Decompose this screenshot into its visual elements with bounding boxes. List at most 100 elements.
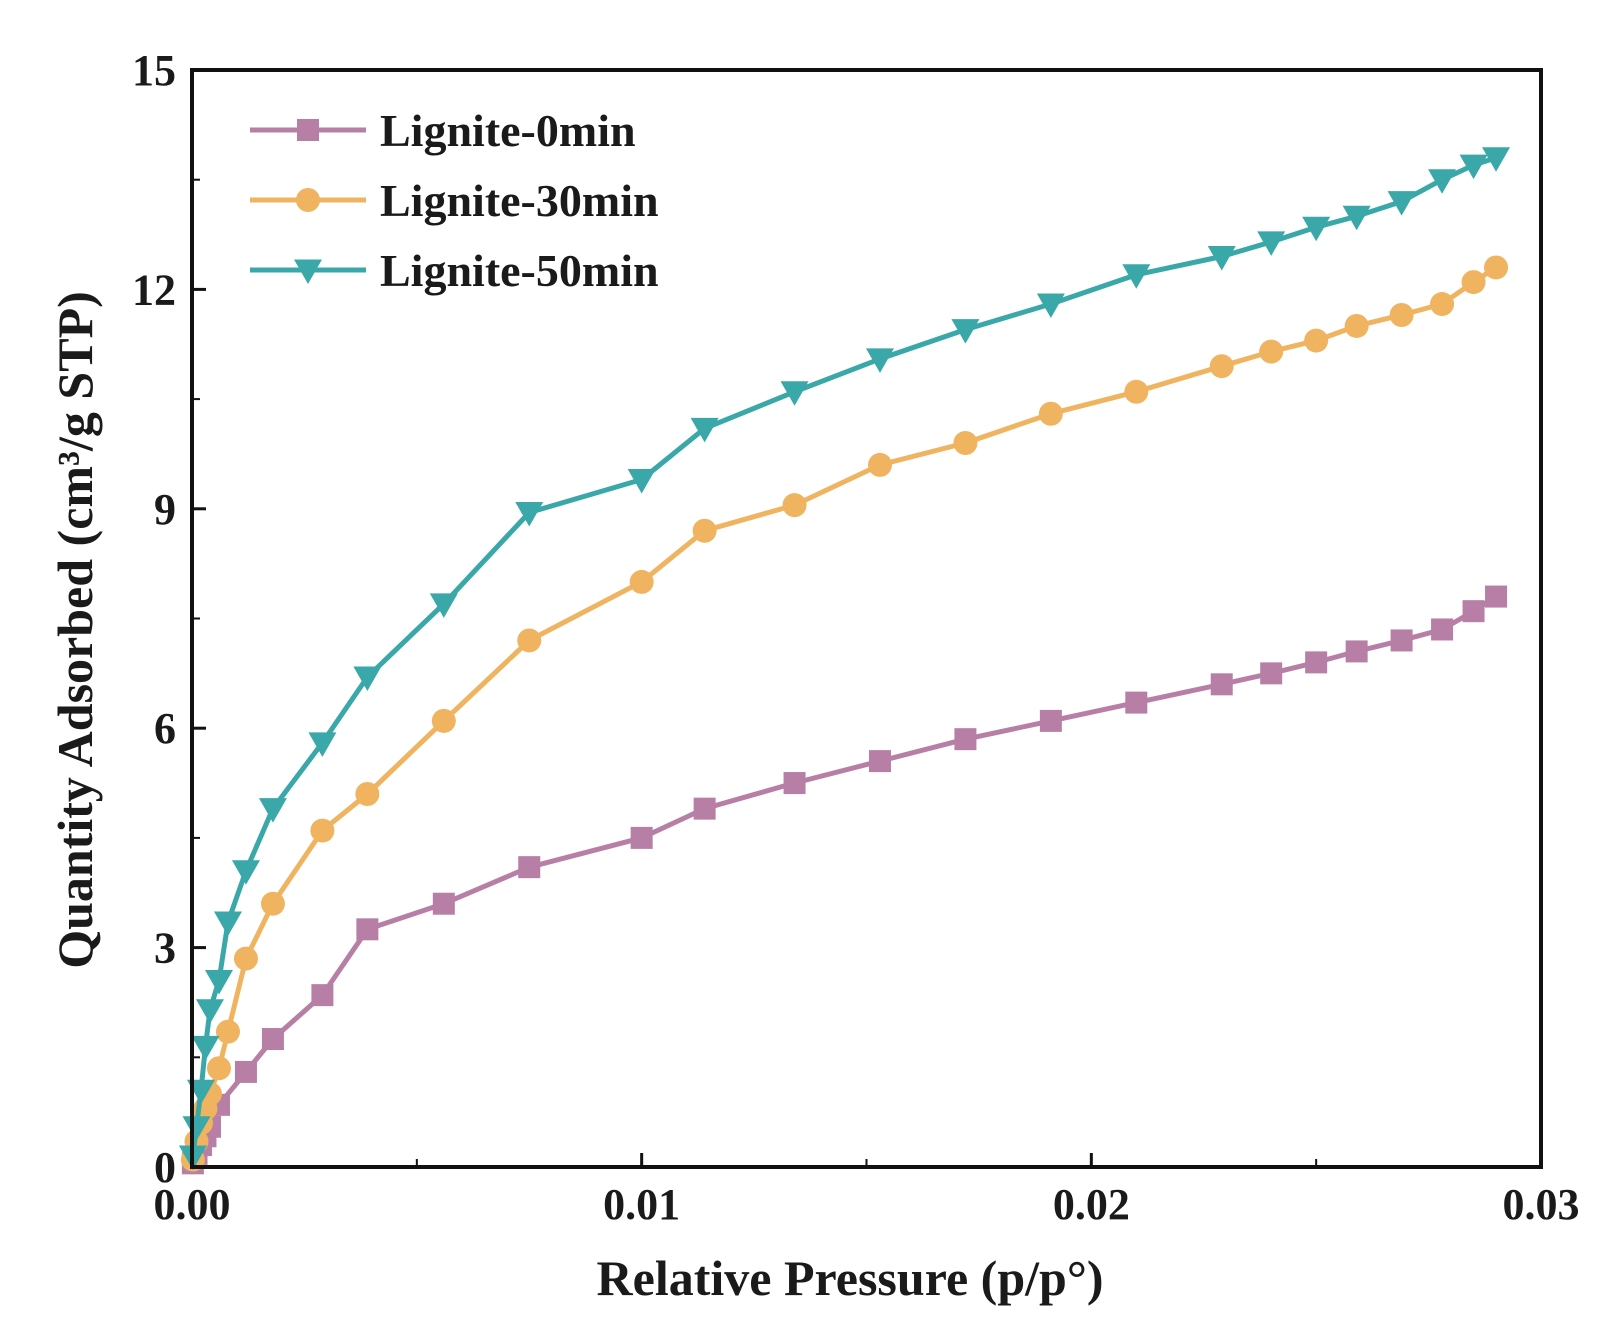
data-point xyxy=(518,856,541,879)
legend-entry-2: Lignite-30min xyxy=(250,175,659,226)
legend-label: Lignite-30min xyxy=(380,175,659,226)
legend-marker xyxy=(294,259,322,284)
legend: Lignite-0min Lignite-30min Lignite-50min xyxy=(250,105,659,296)
data-point xyxy=(1039,709,1062,732)
data-point xyxy=(432,892,455,915)
data-point xyxy=(356,918,379,941)
plot-frame xyxy=(190,68,1543,1169)
data-point xyxy=(258,798,287,823)
data-point xyxy=(261,1028,284,1051)
data-point xyxy=(868,750,891,773)
x-tick-label: 0.00 xyxy=(154,1180,231,1229)
data-point xyxy=(1209,354,1234,379)
data-point xyxy=(1260,662,1283,685)
data-point xyxy=(693,797,716,820)
data-point xyxy=(206,1056,231,1081)
data-point xyxy=(1482,147,1511,172)
y-tick-label: 3 xyxy=(154,924,176,973)
data-point xyxy=(783,772,806,795)
y-tick-label: 15 xyxy=(132,46,176,95)
data-point xyxy=(1430,292,1455,317)
data-point xyxy=(1125,691,1148,714)
series-line xyxy=(190,594,1498,1165)
x-axis-label: Relative Pressure (p/p°) xyxy=(597,1250,1104,1306)
legend-label: Lignite-50min xyxy=(380,245,659,296)
data-point xyxy=(234,1060,257,1083)
data-point xyxy=(195,999,224,1024)
data-point xyxy=(215,1019,240,1044)
series-1 xyxy=(181,585,1508,1175)
data-point xyxy=(260,891,285,916)
legend-marker xyxy=(297,119,319,141)
data-point xyxy=(517,628,542,653)
data-point xyxy=(867,452,892,477)
data-point xyxy=(1124,379,1149,404)
data-point xyxy=(311,984,334,1007)
data-point xyxy=(233,946,258,971)
data-point xyxy=(1461,270,1486,295)
axes: 0.00 0.01 0.02 0.03 0 3 6 9 12 15 xyxy=(132,46,1580,1229)
data-point xyxy=(692,518,717,543)
series-3 xyxy=(178,147,1511,1171)
data-point xyxy=(1210,673,1233,696)
series-2 xyxy=(180,255,1509,1172)
data-point xyxy=(191,1035,220,1061)
data-point xyxy=(1342,205,1371,231)
data-point xyxy=(1462,600,1485,623)
series-line xyxy=(190,265,1498,1161)
x-tick-label: 0.01 xyxy=(603,1180,680,1229)
data-point xyxy=(1257,231,1286,256)
data-point xyxy=(515,501,544,527)
data-point xyxy=(630,826,653,849)
data-point xyxy=(629,569,654,594)
y-axis-label: Quantity Adsorbed (cm³/g STP) xyxy=(47,291,103,969)
x-tick-label: 0.03 xyxy=(1503,1180,1580,1229)
data-point xyxy=(954,728,977,751)
x-tick-label: 0.02 xyxy=(1053,1180,1130,1229)
data-point xyxy=(1428,169,1457,194)
data-point xyxy=(1484,255,1509,280)
y-tick-label: 6 xyxy=(154,704,176,753)
data-point xyxy=(1345,640,1368,663)
data-point xyxy=(204,970,233,995)
legend-entry-3: Lignite-50min xyxy=(250,245,659,296)
data-point xyxy=(951,319,980,344)
legend-marker xyxy=(296,188,320,212)
data-point xyxy=(1122,264,1151,289)
y-tick-label: 12 xyxy=(132,265,176,314)
data-point xyxy=(1259,339,1284,364)
plot-area xyxy=(178,147,1511,1175)
data-point xyxy=(627,469,656,494)
data-point xyxy=(1302,216,1331,242)
data-point xyxy=(780,381,809,406)
data-point xyxy=(1036,293,1065,319)
legend-entry-1: Lignite-0min xyxy=(250,105,636,156)
data-point xyxy=(1304,328,1329,353)
data-point xyxy=(782,493,807,518)
y-tick-label: 9 xyxy=(154,485,176,534)
data-point xyxy=(1344,313,1369,338)
legend-label: Lignite-0min xyxy=(380,105,636,156)
data-point xyxy=(1387,191,1416,216)
data-point xyxy=(1389,302,1414,327)
data-point xyxy=(1038,401,1063,426)
data-point xyxy=(182,1116,211,1141)
series-line xyxy=(190,155,1497,1157)
y-tick-label: 0 xyxy=(154,1143,176,1192)
data-point xyxy=(953,430,978,455)
data-point xyxy=(865,348,894,373)
data-point xyxy=(353,666,382,692)
data-point xyxy=(1305,651,1328,674)
data-point xyxy=(1207,245,1236,271)
data-point xyxy=(213,911,242,937)
data-point xyxy=(431,708,456,733)
data-point xyxy=(231,860,260,885)
data-point xyxy=(690,417,719,443)
data-point xyxy=(310,818,335,843)
data-point xyxy=(355,782,380,807)
data-point xyxy=(1390,629,1413,652)
data-point xyxy=(308,732,337,757)
data-point xyxy=(1485,585,1508,608)
data-point xyxy=(429,593,458,618)
